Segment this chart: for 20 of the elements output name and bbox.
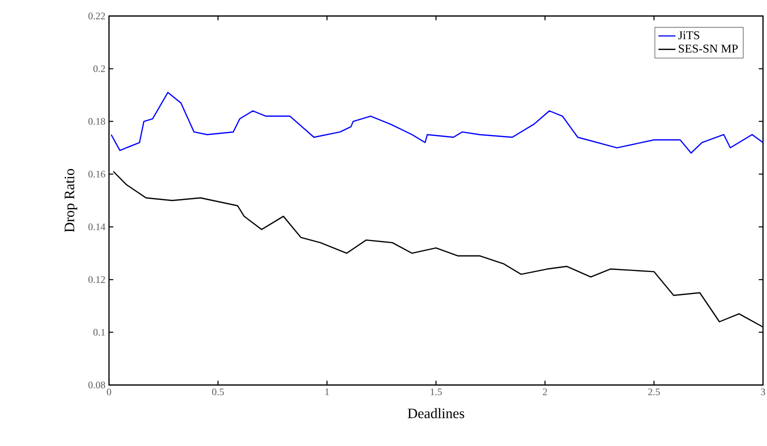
y-tick-label: 0.2 bbox=[93, 65, 105, 72]
y-tick-label: 0.14 bbox=[88, 223, 106, 230]
x-tick-label: 0 bbox=[106, 388, 112, 396]
y-tick-label: 0.22 bbox=[88, 12, 105, 20]
line-series bbox=[110, 92, 764, 154]
x-tick-label: 3 bbox=[761, 388, 766, 396]
legend-label: SES-SN MP bbox=[678, 44, 738, 53]
x-tick-label: 0.5 bbox=[212, 388, 224, 396]
legend-label: JiTS bbox=[678, 31, 700, 40]
y-tick-label: 0.12 bbox=[88, 276, 105, 283]
y-tick-label: 0.18 bbox=[88, 118, 106, 125]
x-tick-label: 1.5 bbox=[430, 388, 442, 396]
x-tick-label: 2.5 bbox=[648, 388, 660, 396]
y-tick-label: 0.16 bbox=[88, 170, 106, 178]
y-tick-label: 0.08 bbox=[88, 382, 106, 388]
x-tick-label: 2 bbox=[542, 388, 547, 396]
y-axis-title: Drop Ratio bbox=[64, 168, 78, 232]
x-tick-label: 1 bbox=[325, 388, 329, 396]
x-axis-title: Deadlines bbox=[408, 408, 464, 418]
y-tick-label: 0.1 bbox=[93, 328, 105, 336]
